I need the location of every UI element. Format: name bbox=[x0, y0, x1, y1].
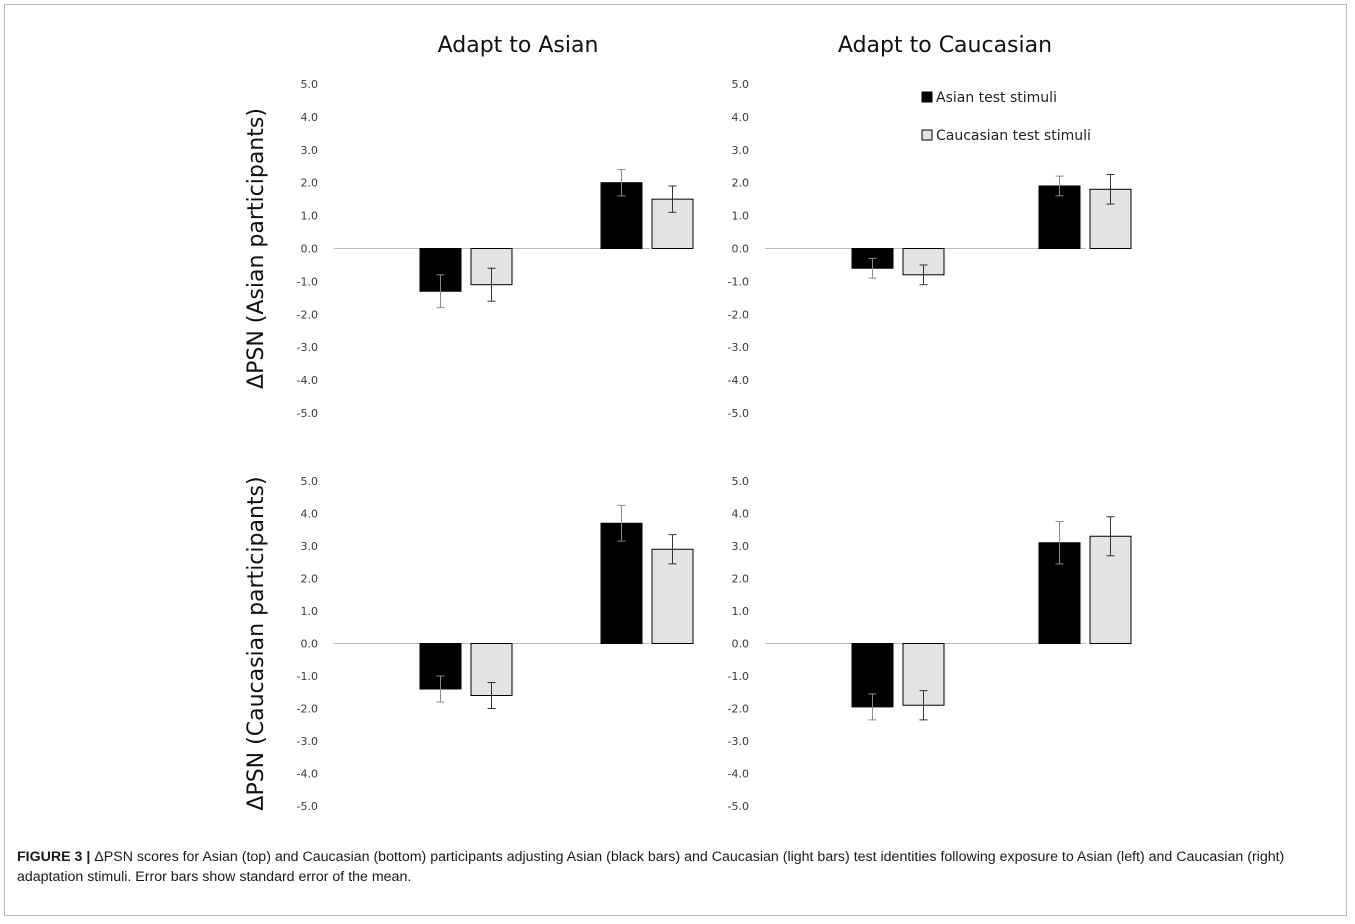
legend-label-2: Caucasian test stimuli bbox=[936, 128, 1091, 144]
panel-2-2-y-tick-label: -2.0 bbox=[728, 703, 749, 716]
caption-label: FIGURE 3 | bbox=[17, 849, 91, 865]
panel-2-1-y-tick-label: -5.0 bbox=[297, 800, 318, 813]
panel-2-1-y-tick-label: 2.0 bbox=[301, 573, 319, 586]
panel-2-1-y-tick-label: -4.0 bbox=[297, 768, 318, 781]
panel-2-2-y-tick-label: -5.0 bbox=[728, 800, 749, 813]
panel-1-1-y-tick-label: -1.0 bbox=[297, 275, 318, 288]
panel-2-2-y-tick-label: 5.0 bbox=[732, 475, 750, 488]
panel-1-2-y-tick-label: 5.0 bbox=[732, 78, 750, 91]
panel-1-2-y-tick-label: -4.0 bbox=[728, 374, 749, 387]
panel-1-1-y-tick-label: 3.0 bbox=[301, 144, 319, 157]
panel-1-2-y-tick-label: -1.0 bbox=[728, 275, 749, 288]
panel-2-1-y-tick-label: 1.0 bbox=[301, 605, 319, 618]
figure-frame bbox=[4, 4, 1347, 916]
panel-1-1-y-tick-label: 1.0 bbox=[301, 210, 319, 223]
panel-2-1-y-tick-label: -1.0 bbox=[297, 670, 318, 683]
panel-2-2-y-tick-label: 2.0 bbox=[732, 573, 750, 586]
panel-1-2-y-tick-label: 0.0 bbox=[732, 243, 750, 256]
column-title-2: Adapt to Caucasian bbox=[838, 33, 1052, 58]
panel-1-1-y-tick-label: 4.0 bbox=[301, 111, 319, 124]
panel-2-2-y-tick-label: 0.0 bbox=[732, 638, 750, 651]
panel-1-2-y-tick-label: -5.0 bbox=[728, 407, 749, 420]
panel-2-1-y-tick-label: 3.0 bbox=[301, 540, 319, 553]
panel-1-1-y-tick-label: 2.0 bbox=[301, 177, 319, 190]
panel-2-1-bar bbox=[600, 522, 643, 644]
caption-text: ΔPSN scores for Asian (top) and Caucasia… bbox=[17, 849, 1285, 885]
panel-2-2-y-tick-label: -4.0 bbox=[728, 768, 749, 781]
figure-caption: FIGURE 3 | ΔPSN scores for Asian (top) a… bbox=[17, 847, 1337, 887]
panel-2-1-y-tick-label: 4.0 bbox=[301, 508, 319, 521]
panel-1-1-y-tick-label: -5.0 bbox=[297, 407, 318, 420]
panel-2-1-y-tick-label: -3.0 bbox=[297, 735, 318, 748]
panel-2-2-y-tick-label: 4.0 bbox=[732, 508, 750, 521]
panel-1-2-y-tick-label: 4.0 bbox=[732, 111, 750, 124]
legend-swatch-2 bbox=[921, 129, 933, 141]
panel-2-1-y-tick-label: 0.0 bbox=[301, 638, 319, 651]
panel-1-1-y-tick-label: 5.0 bbox=[301, 78, 319, 91]
legend-swatch-1 bbox=[921, 91, 933, 103]
panel-2-2-y-tick-label: 1.0 bbox=[732, 605, 750, 618]
panel-2-2-y-tick-label: -1.0 bbox=[728, 670, 749, 683]
column-title-1: Adapt to Asian bbox=[438, 33, 599, 58]
panel-2-2-y-tick-label: -3.0 bbox=[728, 735, 749, 748]
row-label-1: ΔPSN (Asian participants) bbox=[244, 108, 269, 389]
panel-1-2-y-tick-label: 3.0 bbox=[732, 144, 750, 157]
panel-2-2-bar bbox=[1038, 542, 1081, 644]
panel-2-2-y-tick-label: 3.0 bbox=[732, 540, 750, 553]
panel-1-2-y-tick-label: 2.0 bbox=[732, 177, 750, 190]
panel-1-2-y-tick-label: 1.0 bbox=[732, 210, 750, 223]
panel-2-1-y-tick-label: -2.0 bbox=[297, 703, 318, 716]
row-label-2: ΔPSN (Caucasian participants) bbox=[244, 476, 269, 810]
panel-1-2-bar bbox=[1038, 185, 1081, 250]
legend-label-1: Asian test stimuli bbox=[936, 90, 1057, 106]
panel-1-1-y-tick-label: 0.0 bbox=[301, 243, 319, 256]
panel-1-1-y-tick-label: -4.0 bbox=[297, 374, 318, 387]
panel-1-1-y-tick-label: -3.0 bbox=[297, 341, 318, 354]
panel-1-2-y-tick-label: -3.0 bbox=[728, 341, 749, 354]
panel-1-2-y-tick-label: -2.0 bbox=[728, 308, 749, 321]
panel-1-1-y-tick-label: -2.0 bbox=[297, 308, 318, 321]
panel-2-1-y-tick-label: 5.0 bbox=[301, 475, 319, 488]
